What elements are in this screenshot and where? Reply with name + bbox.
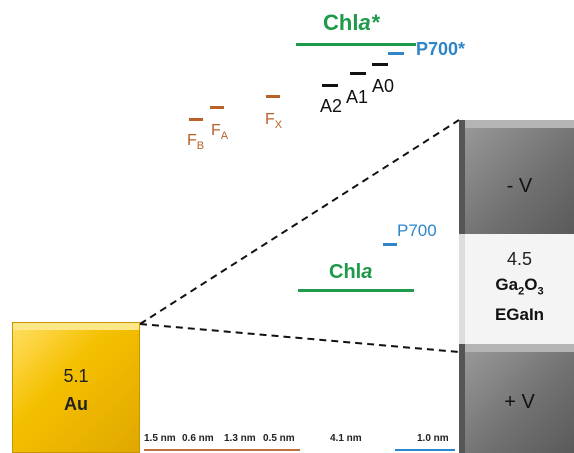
positive-voltage-block: + V <box>459 344 574 453</box>
distance-label-6: 1.0 nm <box>417 433 449 444</box>
au-electrode: 5.1 Au <box>12 322 140 453</box>
egain-block: 4.5 Ga2O3 EGaIn <box>459 234 574 344</box>
fx-main: F <box>265 111 275 128</box>
au-label: Au <box>64 394 88 414</box>
p700-star-level <box>388 52 404 55</box>
fb-label: FB <box>187 133 204 152</box>
fx-level <box>266 95 280 98</box>
fx-sub: X <box>274 119 283 132</box>
distance-label-5: 4.1 nm <box>330 433 362 444</box>
au-electrode-bevel <box>13 323 139 330</box>
fa-level <box>210 106 224 109</box>
p700-label: P700 <box>397 221 437 240</box>
ga2o3-o: O <box>524 275 538 294</box>
fb-level <box>189 118 203 121</box>
au-work-function: 5.1 <box>63 366 89 386</box>
fb-sub: B <box>196 140 205 153</box>
distance-label-2: 0.6 nm <box>182 433 214 444</box>
fb-main: F <box>187 132 197 149</box>
chla-prefix: Chl <box>329 261 362 283</box>
a1-label: A1 <box>346 87 369 107</box>
negative-voltage-bevel <box>465 120 574 128</box>
p700-star-label: P700* <box>416 39 466 59</box>
p700-level <box>383 243 397 246</box>
ga2o3-sub-3: 3 <box>537 285 544 298</box>
positive-voltage-bevel <box>465 344 574 352</box>
distance-label-4: 0.5 nm <box>263 433 295 444</box>
chla-label: Chla <box>329 262 372 282</box>
a1-level <box>350 72 366 75</box>
egain-work-function: 4.5 <box>506 249 533 269</box>
distance-label-1: 1.5 nm <box>144 433 176 444</box>
chla-suffix: a <box>361 261 373 283</box>
a2-level <box>322 84 338 87</box>
chla-star-level <box>296 43 416 46</box>
a0-level <box>372 63 388 66</box>
egain-label: EGaIn <box>494 305 545 324</box>
distance-label-3: 1.3 nm <box>224 433 256 444</box>
fx-label: FX <box>265 112 282 131</box>
negative-voltage-label: - V <box>506 175 533 197</box>
negative-voltage-block: - V <box>459 120 574 234</box>
a2-label: A2 <box>320 96 343 116</box>
chla-star-suffix: a* <box>358 10 380 35</box>
a0-label: A0 <box>372 76 395 96</box>
ga2o3-ga: Ga <box>495 275 519 294</box>
chla-star-prefix: Chl <box>323 10 359 35</box>
fa-sub: A <box>220 130 229 143</box>
lower-projection-line <box>139 323 460 353</box>
chla-level <box>298 289 414 292</box>
fa-label: FA <box>211 123 228 142</box>
ga2o3-label: Ga2O3 <box>465 276 574 297</box>
ga2o3-sub-2: 2 <box>518 285 525 298</box>
fa-main: F <box>211 122 221 139</box>
upper-projection-line <box>139 119 460 325</box>
positive-voltage-label: + V <box>504 391 535 413</box>
chla-star-label: Chla* <box>323 12 379 34</box>
